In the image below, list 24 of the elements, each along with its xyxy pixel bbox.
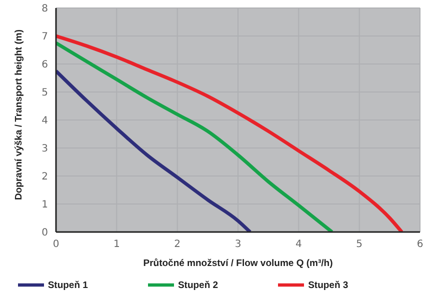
line-series bbox=[56, 34, 404, 232]
legend-label: Stupeň 3 bbox=[308, 280, 348, 291]
x-tick-label: 5 bbox=[356, 239, 363, 250]
y-tick-label: 4 bbox=[42, 116, 48, 127]
y-tick-label: 0 bbox=[42, 228, 48, 239]
x-tick-label: 2 bbox=[174, 239, 181, 250]
legend-label: Stupeň 1 bbox=[48, 280, 88, 291]
y-tick-label: 3 bbox=[42, 144, 48, 155]
y-tick-label: 1 bbox=[42, 200, 48, 211]
line-series bbox=[56, 41, 334, 232]
x-axis-title: Průtočné množství / Flow volume Q (m³/h) bbox=[143, 258, 333, 269]
x-tick-label: 4 bbox=[295, 239, 302, 250]
y-tick-label: 7 bbox=[42, 32, 48, 43]
y-tick-label: 8 bbox=[42, 4, 48, 15]
y-axis-title: Dopravní výška / Transport height (m) bbox=[13, 29, 24, 200]
x-tick-label: 1 bbox=[113, 239, 120, 250]
legend-label: Stupeň 2 bbox=[178, 280, 218, 291]
x-tick-label: 0 bbox=[52, 239, 60, 250]
x-tick-label: 6 bbox=[416, 239, 424, 250]
line-series bbox=[56, 69, 252, 232]
y-tick-label: 6 bbox=[42, 60, 48, 71]
x-tick-label: 3 bbox=[234, 239, 242, 250]
y-tick-label: 5 bbox=[42, 88, 48, 99]
y-tick-label: 2 bbox=[42, 172, 48, 183]
